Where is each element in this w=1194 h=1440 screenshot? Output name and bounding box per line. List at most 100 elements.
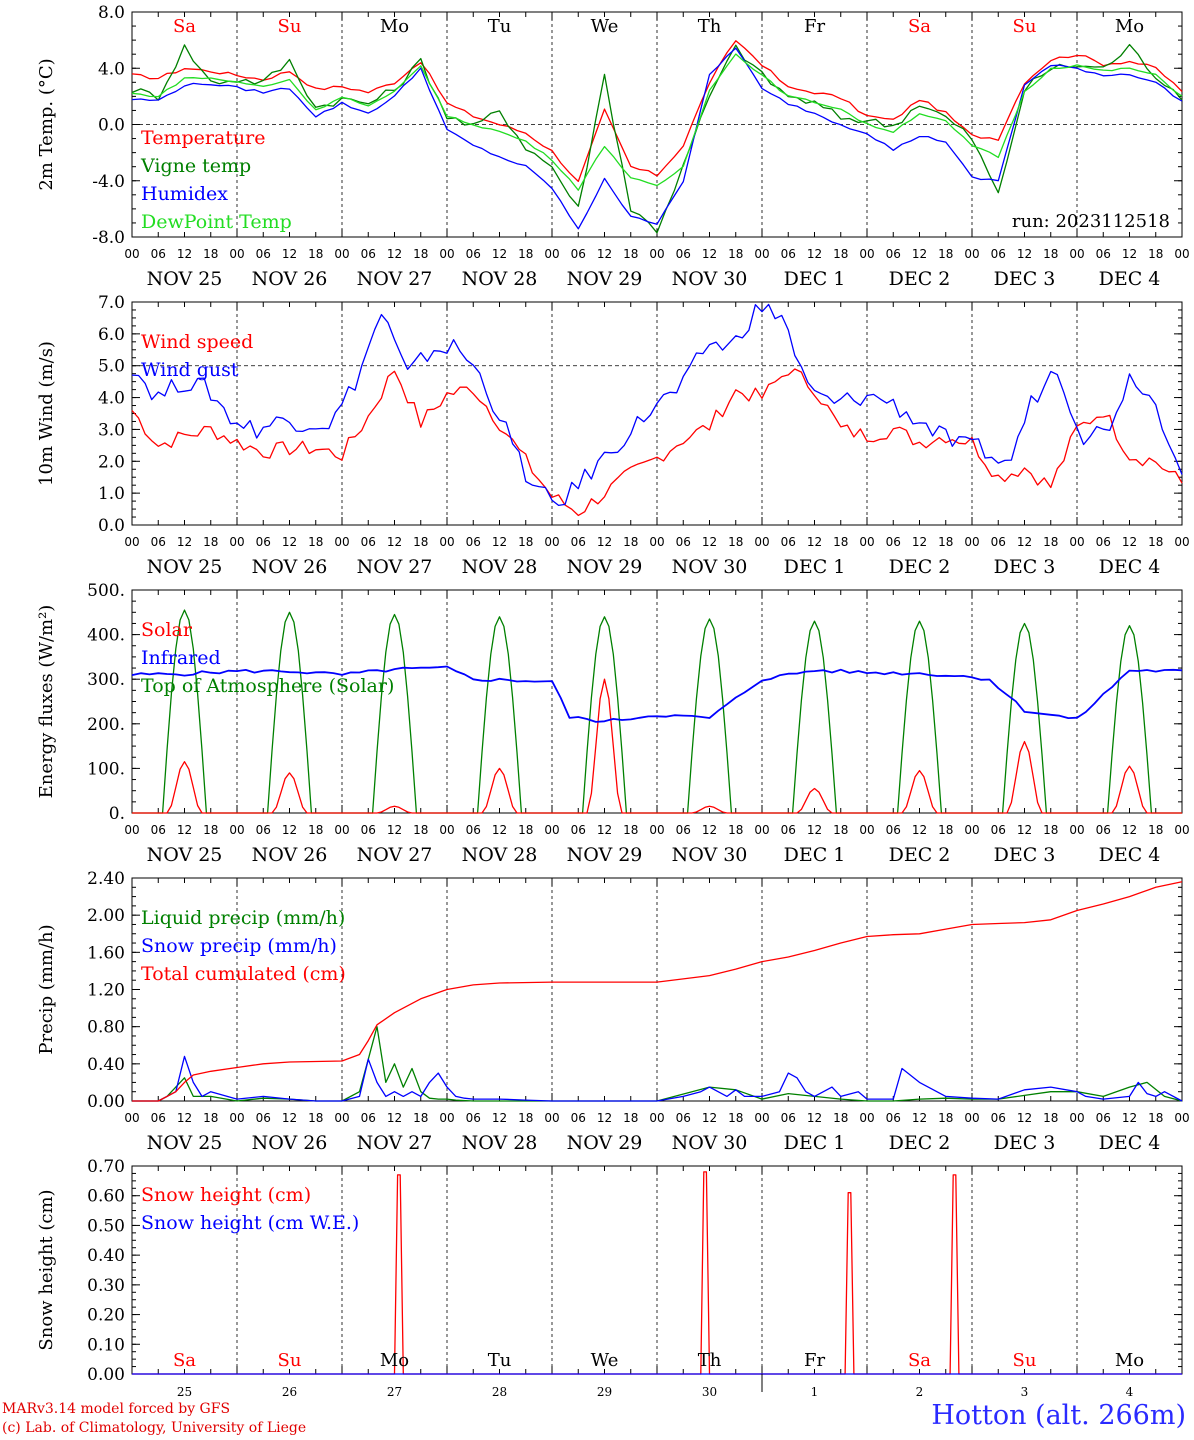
hour-tick-label: 06 [256,535,271,549]
hour-tick-label: 00 [1069,535,1084,549]
hour-tick-label: 06 [781,247,796,261]
hour-tick-label: 18 [203,247,218,261]
y-tick-label: 400. [87,626,125,646]
date-label: DEC 1 [784,1132,846,1154]
meteogram: -8.0 -4.0 0.0 4.0 8.0 2m Temp. (°C) Temperatur… [36,3,1190,1399]
date-label: NOV 28 [462,844,538,866]
date-label: DEC 1 [784,268,846,290]
weekday-label: Mo [1115,1350,1144,1371]
day-number-label: 28 [492,1385,507,1399]
hour-tick-label: 06 [1096,823,1111,837]
hour-tick-label: 18 [1148,1111,1163,1125]
hour-tick-label: 12 [492,1111,507,1125]
hour-tick-label: 00 [1174,535,1189,549]
hour-tick-label: 18 [203,535,218,549]
hour-tick-label: 06 [781,535,796,549]
date-label: DEC 4 [1099,268,1161,290]
hour-tick-label: 12 [702,1111,717,1125]
date-label: NOV 27 [357,556,433,578]
date-label: NOV 27 [357,844,433,866]
hour-tick-label: 00 [1174,247,1189,261]
hour-tick-label: 06 [361,247,376,261]
date-label: DEC 3 [994,268,1056,290]
hour-tick-label: 12 [597,823,612,837]
hour-tick-label: 00 [439,1111,454,1125]
hour-tick-label: 18 [203,823,218,837]
hour-tick-label: 06 [1096,535,1111,549]
weekday-label: Su [278,1350,302,1371]
hour-tick-label: 18 [308,535,323,549]
date-label: DEC 1 [784,844,846,866]
hour-tick-label: 12 [702,823,717,837]
hour-tick-label: 12 [177,247,192,261]
hour-tick-label: 18 [728,535,743,549]
hour-tick-label: 12 [912,535,927,549]
hour-tick-label: 12 [702,535,717,549]
hour-tick-label: 06 [676,535,691,549]
hour-tick-label: 00 [124,823,139,837]
hour-tick-label: 12 [807,1111,822,1125]
date-label: NOV 30 [672,268,748,290]
weekday-label: Fr [804,1350,825,1371]
hour-tick-label: 12 [282,1111,297,1125]
weekday-label: Mo [380,1350,409,1371]
hour-tick-label: 18 [1043,1111,1058,1125]
hour-tick-label: 00 [1069,823,1084,837]
hour-tick-label: 00 [334,535,349,549]
legend-wind-speed: Wind speed [141,331,253,353]
legend-temperature: Temperature [141,127,265,149]
y-tick-label: 2.40 [87,869,125,889]
y-tick-label: 0.40 [87,1055,125,1075]
weekday-label: Fr [804,16,825,37]
y-tick-label: 0.50 [87,1216,125,1236]
hour-tick-label: 00 [754,247,769,261]
hour-tick-label: 06 [781,1111,796,1125]
day-number-label: 26 [282,1385,297,1399]
legend-vigne-temp: Vigne temp [140,155,251,177]
hour-tick-label: 00 [859,535,874,549]
y-tick-label: 0.80 [87,1018,125,1038]
hour-tick-label: 12 [492,535,507,549]
hour-tick-label: 00 [1174,823,1189,837]
y-tick-label: 0.00 [87,1092,125,1112]
hour-tick-label: 00 [964,535,979,549]
hour-tick-label: 12 [1122,1111,1137,1125]
hour-tick-label: 12 [1122,823,1137,837]
y-tick-label: 7.0 [98,293,125,313]
series-humidex [131,47,1183,230]
weekday-label: Th [698,16,722,37]
hour-tick-label: 00 [124,535,139,549]
y-tick-label: 8.0 [98,3,125,23]
hour-tick-label: 06 [886,247,901,261]
hour-tick-label: 12 [387,535,402,549]
hour-tick-label: 06 [571,823,586,837]
hour-tick-label: 06 [571,535,586,549]
date-label: NOV 26 [252,268,328,290]
hour-tick-label: 18 [1148,535,1163,549]
date-label: DEC 4 [1099,556,1161,578]
hour-tick-label: 18 [938,1111,953,1125]
hour-tick-label: 12 [387,247,402,261]
y-tick-label: 1.20 [87,981,125,1001]
hour-tick-label: 00 [1069,247,1084,261]
y-tick-label: 0.10 [87,1335,125,1355]
y-tick-label: 0.0 [98,116,125,136]
hour-tick-label: 12 [1122,247,1137,261]
weekday-label: Mo [1115,16,1144,37]
y-axis-label: Energy fluxes (W/m²) [36,605,57,799]
weekday-label: We [591,1350,619,1371]
hour-tick-label: 18 [623,535,638,549]
hour-tick-label: 12 [387,1111,402,1125]
y-tick-label: 5.0 [98,357,125,377]
date-label: NOV 25 [147,1132,223,1154]
day-number-label: 29 [597,1385,612,1399]
credit-lab: (c) Lab. of Climatology, University of L… [2,1420,307,1436]
y-tick-label: 3.0 [98,420,125,440]
date-label: DEC 1 [784,556,846,578]
hour-tick-label: 06 [1096,247,1111,261]
date-label: DEC 2 [889,1132,951,1154]
hour-tick-label: 12 [177,535,192,549]
hour-tick-label: 00 [124,1111,139,1125]
date-label: NOV 26 [252,844,328,866]
hour-tick-label: 00 [229,1111,244,1125]
